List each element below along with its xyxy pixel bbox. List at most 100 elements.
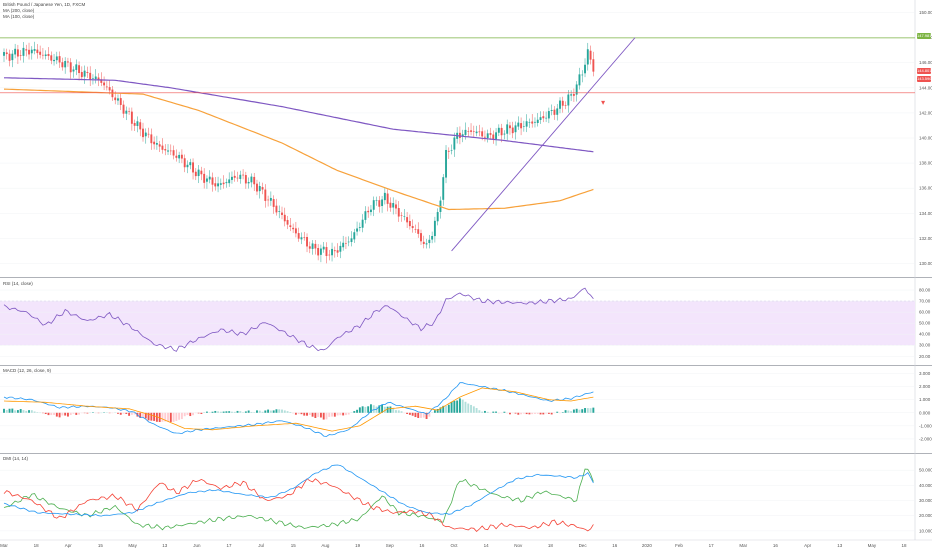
candle-body (337, 250, 339, 252)
candle-body (262, 187, 264, 189)
candle-body (553, 110, 555, 115)
macd-histogram-bar (453, 401, 455, 413)
time-axis-label: Jun (193, 543, 201, 548)
macd-histogram-bar (456, 401, 458, 413)
candle-body (31, 50, 33, 54)
macd-histogram-bar (117, 413, 119, 414)
macd-histogram-bar (295, 413, 297, 415)
time-axis-label: May (868, 543, 877, 548)
macd-histogram-bar (192, 413, 194, 415)
candle-body (531, 122, 533, 124)
macd-histogram-bar (301, 413, 303, 414)
candle-body (134, 123, 136, 126)
candle-body (515, 125, 517, 132)
macd-histogram-bar (540, 413, 542, 415)
candle-body (248, 182, 250, 183)
candle-body (570, 94, 572, 95)
candle-body (45, 54, 47, 56)
candle-body (442, 177, 444, 200)
candle-body (50, 55, 52, 60)
candle-body (465, 130, 467, 135)
candle-body (434, 221, 436, 236)
macd-histogram-bar (86, 413, 88, 414)
macd-histogram-bar (473, 406, 475, 412)
macd-histogram-bar (239, 411, 241, 413)
price-tick-label: 150.000 (919, 10, 932, 15)
dmi-tick-label: 10.000 (919, 528, 932, 533)
candle-body (331, 249, 333, 255)
candle-body (445, 150, 447, 178)
dmi-tick-label: 20.000 (919, 513, 932, 518)
candle-body (92, 78, 94, 79)
candle-body (362, 220, 364, 228)
macd-histogram-bar (417, 413, 419, 418)
macd-histogram-bar (481, 412, 483, 413)
time-axis-label: Jul (258, 543, 264, 548)
candle-body (173, 150, 175, 155)
macd-histogram-bar (337, 413, 339, 416)
price-legend: British Pound / Japanese Yen, 1D, FXCM M… (3, 2, 85, 20)
macd-histogram-bar (506, 413, 508, 414)
candle-body (526, 121, 528, 126)
candle-body (145, 133, 147, 137)
candle-body (384, 193, 386, 200)
candle-body (14, 49, 16, 55)
ma100-legend: MA (100, close) (3, 14, 85, 20)
macd-histogram-bar (389, 406, 391, 412)
candle-body (453, 137, 455, 149)
price-tick-label: 134.000 (919, 211, 932, 216)
candle-body (295, 228, 297, 233)
candle-body (403, 216, 405, 217)
macd-histogram-bar (9, 409, 11, 413)
candle-body (142, 129, 144, 137)
macd-histogram-bar (579, 410, 581, 413)
macd-histogram-bar (412, 413, 414, 416)
candle-body (95, 77, 97, 80)
macd-histogram-bar (120, 413, 122, 415)
candle-body (228, 179, 230, 183)
candle-body (278, 211, 280, 212)
macd-histogram-bar (203, 412, 205, 413)
macd-histogram-bar (312, 413, 314, 417)
macd-histogram-bar (153, 413, 155, 421)
candle-body (256, 184, 258, 192)
candle-body (492, 135, 494, 140)
time-axis-label: Mar (0, 543, 8, 548)
candle-body (351, 238, 353, 242)
ma100-line (4, 89, 593, 209)
candle-body (242, 175, 244, 176)
macd-histogram-bar (590, 408, 592, 413)
macd-histogram-bar (28, 410, 30, 413)
candle-body (148, 134, 150, 135)
candle-body (587, 49, 589, 64)
candle-body (136, 121, 138, 126)
macd-histogram-bar (498, 413, 500, 414)
macd-histogram-bar (545, 413, 547, 414)
candle-body (150, 134, 152, 143)
macd-histogram-bar (526, 413, 528, 414)
candle-body (231, 177, 233, 180)
macd-histogram-bar (262, 412, 264, 413)
candle-body (562, 101, 564, 106)
candle-body (523, 126, 525, 127)
macd-histogram-bar (25, 411, 27, 413)
candle-body (187, 165, 189, 167)
candle-body (284, 215, 286, 221)
macd-histogram-bar (11, 409, 13, 413)
candle-body (348, 242, 350, 243)
candle-body (128, 111, 130, 112)
candle-body (9, 54, 11, 61)
candle-body (487, 133, 489, 138)
macd-histogram-bar (67, 413, 69, 417)
candle-body (289, 225, 291, 227)
macd-histogram-bar (56, 413, 58, 417)
candle-body (59, 56, 61, 62)
macd-histogram-bar (345, 413, 347, 415)
macd-histogram-bar (364, 407, 366, 413)
macd-histogram-bar (548, 413, 550, 414)
candle-body (381, 199, 383, 206)
time-axis-label: 18 (548, 543, 554, 548)
candle-body (259, 186, 261, 191)
macd-histogram-bar (556, 412, 558, 413)
